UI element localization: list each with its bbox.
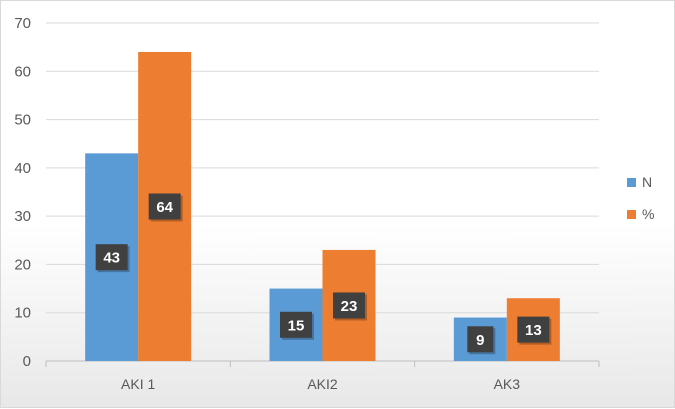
- x-tick-label: AK3: [494, 376, 521, 392]
- legend-label: %: [642, 206, 654, 222]
- data-label-box: [467, 326, 494, 353]
- data-label: 64: [156, 199, 173, 216]
- data-label: 23: [341, 298, 358, 315]
- x-tick-label: AKI2: [307, 376, 338, 392]
- y-tick-label: 40: [14, 160, 31, 177]
- y-tick-label: 10: [14, 305, 31, 322]
- data-label-box: [95, 244, 128, 271]
- y-tick-label: 60: [14, 63, 31, 80]
- data-label-box: [517, 316, 550, 343]
- legend-swatch-n: [627, 178, 636, 187]
- y-tick-label: 20: [14, 256, 31, 273]
- data-label: 9: [476, 332, 484, 349]
- y-tick-label: 0: [23, 353, 31, 370]
- data-label: 15: [288, 317, 305, 334]
- x-tick-label: AKI 1: [121, 376, 155, 392]
- data-label-box: [148, 193, 181, 220]
- legend-label: N: [642, 174, 652, 190]
- data-label-box: [333, 292, 365, 319]
- data-label: 43: [103, 250, 120, 267]
- legend-swatch-percent: [627, 210, 636, 219]
- y-tick-label: 30: [14, 208, 31, 225]
- data-label-box: [280, 311, 312, 338]
- y-tick-label: 50: [14, 112, 31, 129]
- y-tick-label: 70: [14, 15, 31, 32]
- data-label: 13: [525, 322, 542, 339]
